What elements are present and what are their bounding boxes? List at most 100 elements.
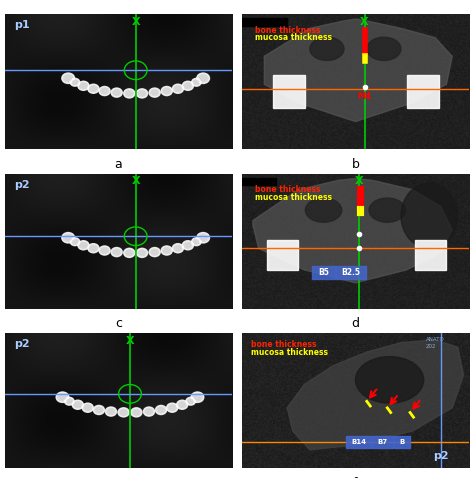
Circle shape [102, 89, 108, 93]
Text: X: X [126, 336, 134, 346]
Polygon shape [253, 178, 452, 283]
Text: B7: B7 [378, 439, 388, 445]
Circle shape [105, 407, 117, 416]
Text: mucosa thickness: mucosa thickness [251, 348, 328, 357]
Bar [242, 18, 287, 25]
Circle shape [78, 241, 89, 250]
Circle shape [78, 81, 89, 90]
Text: mucosa thickness: mucosa thickness [255, 193, 332, 202]
Circle shape [127, 250, 132, 255]
Circle shape [177, 400, 188, 409]
Text: p2: p2 [14, 180, 29, 190]
Circle shape [99, 246, 110, 255]
Circle shape [197, 73, 210, 84]
Circle shape [59, 395, 66, 400]
Circle shape [88, 84, 99, 93]
Bar [273, 75, 305, 108]
Circle shape [72, 400, 83, 409]
Bar [394, 436, 410, 448]
Circle shape [146, 409, 152, 414]
Circle shape [91, 246, 96, 250]
Circle shape [111, 248, 122, 257]
Text: bone thickness: bone thickness [251, 340, 316, 349]
Circle shape [194, 240, 199, 244]
Circle shape [188, 399, 193, 403]
Text: B2.5: B2.5 [341, 268, 360, 277]
Circle shape [194, 80, 199, 84]
Circle shape [75, 402, 81, 407]
Circle shape [62, 232, 74, 243]
Circle shape [175, 246, 181, 250]
Circle shape [65, 235, 72, 240]
Circle shape [173, 84, 183, 93]
Text: B: B [400, 439, 405, 445]
Circle shape [185, 84, 191, 88]
Circle shape [65, 76, 72, 81]
Circle shape [124, 89, 135, 98]
Text: d: d [351, 317, 359, 330]
Circle shape [131, 408, 142, 417]
Text: 202: 202 [426, 344, 437, 349]
Circle shape [149, 248, 160, 257]
Text: bone thickness: bone thickness [255, 185, 321, 195]
Circle shape [139, 250, 145, 255]
Circle shape [134, 410, 139, 414]
Circle shape [114, 250, 119, 254]
Ellipse shape [356, 357, 424, 403]
Circle shape [186, 397, 195, 405]
Circle shape [82, 403, 93, 412]
Text: p2: p2 [433, 451, 448, 461]
Bar [373, 436, 393, 448]
Circle shape [88, 244, 99, 253]
Text: B5: B5 [318, 268, 329, 277]
Circle shape [191, 78, 201, 86]
Circle shape [152, 250, 157, 254]
Circle shape [169, 405, 175, 410]
Circle shape [155, 405, 167, 414]
Text: B14: B14 [351, 439, 366, 445]
Bar [415, 240, 447, 270]
Text: p2: p2 [14, 339, 29, 349]
Circle shape [70, 78, 80, 86]
Circle shape [67, 399, 72, 403]
Bar [266, 240, 299, 270]
Circle shape [152, 90, 157, 95]
Ellipse shape [305, 198, 342, 222]
Text: a: a [115, 158, 122, 171]
Circle shape [102, 248, 108, 253]
Circle shape [149, 88, 160, 97]
Bar [312, 266, 335, 279]
Circle shape [197, 232, 210, 243]
Text: b: b [351, 158, 359, 171]
Circle shape [73, 80, 77, 84]
Circle shape [70, 238, 80, 246]
Circle shape [56, 392, 69, 402]
Bar [242, 177, 276, 185]
Circle shape [164, 89, 170, 93]
Circle shape [111, 88, 122, 97]
Circle shape [137, 248, 147, 258]
Circle shape [137, 89, 147, 98]
Circle shape [175, 87, 181, 91]
Circle shape [93, 405, 104, 414]
Text: M4: M4 [357, 92, 372, 101]
Circle shape [99, 87, 110, 96]
Ellipse shape [369, 198, 405, 222]
Circle shape [118, 408, 129, 417]
Circle shape [191, 392, 204, 402]
Circle shape [200, 76, 206, 81]
Text: bone thickness: bone thickness [255, 26, 321, 35]
Circle shape [144, 407, 155, 416]
Ellipse shape [367, 37, 401, 61]
Circle shape [81, 84, 86, 88]
Circle shape [96, 408, 102, 412]
Text: f: f [353, 477, 358, 478]
Circle shape [185, 243, 191, 248]
Bar [346, 436, 371, 448]
Circle shape [85, 405, 91, 410]
Text: ANATO: ANATO [426, 337, 445, 342]
Circle shape [91, 87, 96, 91]
Circle shape [127, 91, 132, 96]
Text: X: X [355, 176, 363, 186]
Circle shape [121, 410, 127, 414]
